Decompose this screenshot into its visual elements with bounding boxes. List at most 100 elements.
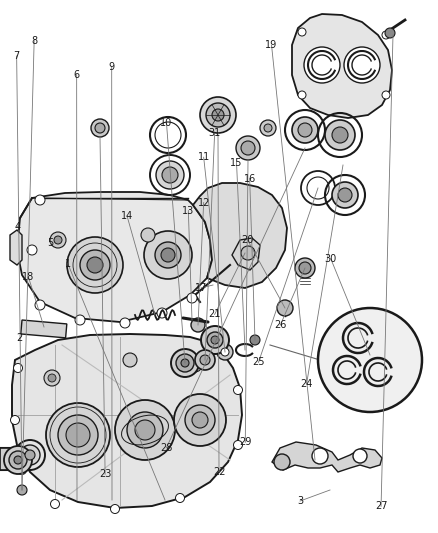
Circle shape	[298, 123, 312, 137]
Circle shape	[188, 358, 202, 372]
Circle shape	[233, 440, 243, 449]
Circle shape	[91, 119, 109, 137]
Text: 18: 18	[22, 272, 35, 282]
Circle shape	[80, 250, 110, 280]
Circle shape	[344, 47, 380, 83]
Text: 26: 26	[274, 320, 286, 330]
Circle shape	[110, 505, 120, 513]
Circle shape	[174, 394, 226, 446]
Text: 16: 16	[244, 174, 256, 183]
Text: 23: 23	[99, 470, 111, 479]
Circle shape	[181, 359, 189, 367]
Polygon shape	[10, 230, 22, 265]
Circle shape	[58, 415, 98, 455]
Circle shape	[233, 385, 243, 394]
Circle shape	[298, 28, 306, 36]
Polygon shape	[17, 192, 212, 322]
Text: 20: 20	[241, 235, 254, 245]
Circle shape	[4, 446, 32, 474]
Text: 24: 24	[300, 379, 313, 389]
Circle shape	[127, 412, 163, 448]
Text: 30: 30	[325, 254, 337, 263]
Circle shape	[120, 318, 130, 328]
Circle shape	[75, 315, 85, 325]
Circle shape	[332, 182, 358, 208]
Circle shape	[20, 445, 40, 465]
Circle shape	[44, 370, 60, 386]
Circle shape	[17, 485, 27, 495]
Text: 9: 9	[109, 62, 115, 71]
Polygon shape	[292, 14, 392, 118]
Circle shape	[176, 354, 194, 372]
Circle shape	[162, 167, 178, 183]
Text: 11: 11	[198, 152, 210, 162]
Text: 3: 3	[297, 496, 303, 506]
Text: 22: 22	[213, 467, 225, 477]
Text: 19: 19	[265, 41, 278, 50]
Bar	[0, 448, 28, 470]
Text: 13: 13	[182, 206, 194, 215]
Circle shape	[207, 332, 223, 348]
Circle shape	[176, 494, 184, 503]
Circle shape	[161, 248, 175, 262]
Circle shape	[141, 228, 155, 242]
Circle shape	[292, 117, 318, 143]
Circle shape	[250, 335, 260, 345]
Circle shape	[50, 232, 66, 248]
Circle shape	[66, 423, 90, 447]
Text: 5: 5	[47, 238, 53, 247]
Circle shape	[123, 353, 137, 367]
Circle shape	[191, 318, 205, 332]
Circle shape	[211, 336, 219, 344]
Circle shape	[27, 245, 37, 255]
Circle shape	[95, 123, 105, 133]
Circle shape	[299, 262, 311, 274]
Circle shape	[144, 231, 192, 279]
Circle shape	[212, 109, 224, 121]
Text: 8: 8	[31, 36, 37, 45]
Circle shape	[236, 136, 260, 160]
Text: 2: 2	[17, 334, 23, 343]
Circle shape	[171, 349, 199, 377]
Circle shape	[221, 348, 229, 356]
Circle shape	[298, 91, 306, 99]
Polygon shape	[272, 442, 382, 472]
Circle shape	[87, 257, 103, 273]
Circle shape	[332, 127, 348, 143]
Text: 31: 31	[208, 128, 221, 138]
Text: 27: 27	[375, 502, 387, 511]
Circle shape	[295, 258, 315, 278]
Circle shape	[67, 237, 123, 293]
Circle shape	[185, 405, 215, 435]
Circle shape	[48, 374, 56, 382]
Circle shape	[9, 451, 27, 469]
Text: 29: 29	[239, 438, 251, 447]
Circle shape	[14, 364, 22, 373]
Circle shape	[338, 188, 352, 202]
Text: 14: 14	[121, 211, 133, 221]
Circle shape	[241, 141, 255, 155]
Circle shape	[18, 465, 27, 474]
Circle shape	[14, 456, 22, 464]
Bar	[21, 320, 67, 338]
Circle shape	[11, 416, 20, 424]
Circle shape	[46, 403, 110, 467]
Circle shape	[353, 449, 367, 463]
Circle shape	[195, 350, 215, 370]
Circle shape	[312, 448, 328, 464]
Circle shape	[206, 103, 230, 127]
Circle shape	[217, 344, 233, 360]
Circle shape	[200, 97, 236, 133]
Text: 25: 25	[252, 358, 265, 367]
Text: 4: 4	[14, 222, 21, 231]
Circle shape	[277, 300, 293, 316]
Circle shape	[157, 308, 167, 318]
Polygon shape	[232, 238, 260, 270]
Circle shape	[35, 195, 45, 205]
Circle shape	[325, 120, 355, 150]
Circle shape	[264, 124, 272, 132]
Text: 10: 10	[160, 118, 173, 127]
Text: 1: 1	[65, 259, 71, 269]
Text: 12: 12	[198, 198, 210, 207]
Polygon shape	[12, 334, 242, 508]
